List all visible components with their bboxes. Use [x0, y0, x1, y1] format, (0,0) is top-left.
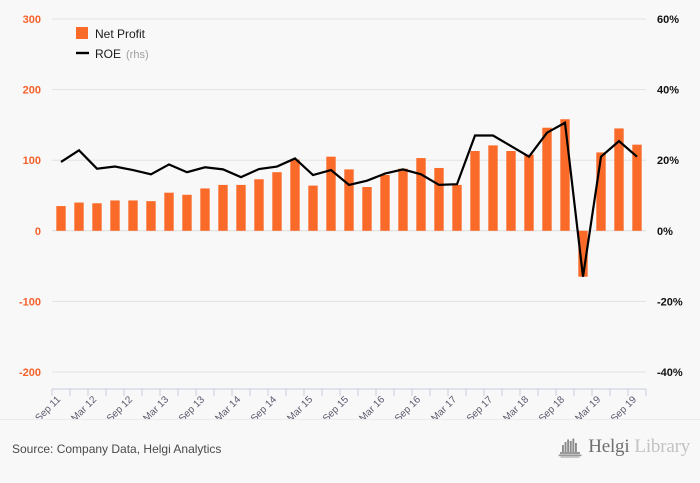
legend-swatch-net-profit [76, 27, 88, 39]
x-axis-tick-label: Mar 16 [357, 394, 387, 420]
legend-label-roe-suffix: (rhs) [126, 49, 149, 61]
bar [452, 184, 462, 231]
x-axis-tick-label: Mar 18 [501, 394, 531, 420]
y2-axis-tick-label: -20% [657, 296, 683, 308]
legend-label-roe: ROE [95, 47, 121, 61]
bar [110, 200, 120, 231]
x-axis-tick-label: Mar 17 [429, 394, 459, 420]
brand-logo: Helgi Library [557, 436, 690, 458]
bar [344, 169, 354, 231]
bar [290, 159, 300, 231]
bar [506, 151, 516, 231]
bar [92, 203, 102, 231]
x-axis-tick-label: Sep 12 [105, 394, 135, 420]
x-axis-tick-label: Sep 18 [537, 394, 567, 420]
x-axis-tick-label: Mar 13 [141, 394, 171, 420]
bar [74, 202, 84, 231]
roe-line-series [60, 121, 638, 277]
x-axis-tick-label: Mar 19 [573, 394, 603, 420]
brand-name-secondary: Library [634, 436, 690, 457]
bar [524, 154, 534, 231]
y-axis-tick-label: 100 [23, 155, 41, 167]
y2-axis-tick-label: 60% [657, 14, 679, 26]
bar [326, 156, 336, 231]
bar [578, 230, 588, 277]
x-axis-tick-label: Sep 16 [393, 394, 423, 420]
y-axis-tick-label: 300 [23, 14, 41, 26]
bar [470, 151, 480, 231]
bar [164, 192, 174, 231]
bar [56, 206, 66, 231]
source-note: Source: Company Data, Helgi Analytics [12, 442, 222, 456]
brand-name-primary: Helgi [588, 436, 630, 457]
x-axis-tick-label: Sep 17 [465, 394, 495, 420]
bar [182, 194, 192, 231]
bar [218, 184, 228, 231]
chart-footer: Source: Company Data, Helgi Analytics He… [0, 419, 700, 483]
bar [488, 145, 498, 231]
y-axis-tick-label: -100 [19, 296, 41, 308]
x-axis-tick-label: Sep 15 [321, 394, 351, 420]
x-axis-tick-label: Sep 14 [249, 394, 279, 420]
x-axis-tick-label: Sep 11 [33, 394, 63, 420]
x-axis-tick-label: Mar 12 [69, 394, 99, 420]
x-axis-tick-label: Mar 14 [213, 394, 243, 420]
helgi-library-logo-icon [558, 438, 582, 458]
legend-label-net-profit: Net Profit [95, 27, 146, 41]
bar [416, 158, 426, 231]
bar [200, 188, 210, 231]
y2-axis-tick-label: 40% [657, 85, 679, 97]
bar [434, 167, 444, 231]
y2-axis-tick-label: 20% [657, 155, 679, 167]
y-axis-tick-label: 0 [35, 226, 41, 238]
bar [272, 172, 282, 231]
y2-axis-tick-label: 0% [657, 226, 673, 238]
y-axis-tick-label: 200 [23, 85, 41, 97]
chart-plot-area: 300 200 100 0 -100 -200 60% 40% 20% 0% -20% -40% Sep… [19, 14, 683, 420]
bar [254, 179, 264, 231]
bar [398, 168, 408, 231]
y-axis-tick-label: -200 [19, 367, 41, 379]
x-axis-tick-label: Sep 13 [177, 394, 207, 420]
bar [542, 127, 552, 231]
bar [236, 184, 246, 231]
bar [596, 152, 606, 231]
bar [632, 144, 642, 231]
bar [128, 200, 138, 231]
bar [362, 187, 372, 231]
x-axis-tick-label: Mar 15 [285, 394, 315, 420]
bar [308, 185, 318, 231]
bar [146, 201, 156, 231]
bar [614, 128, 624, 231]
bar [560, 119, 570, 231]
y2-axis-tick-label: -40% [657, 367, 683, 379]
x-axis-tick-label: Sep 19 [609, 394, 639, 420]
bar [380, 175, 390, 231]
